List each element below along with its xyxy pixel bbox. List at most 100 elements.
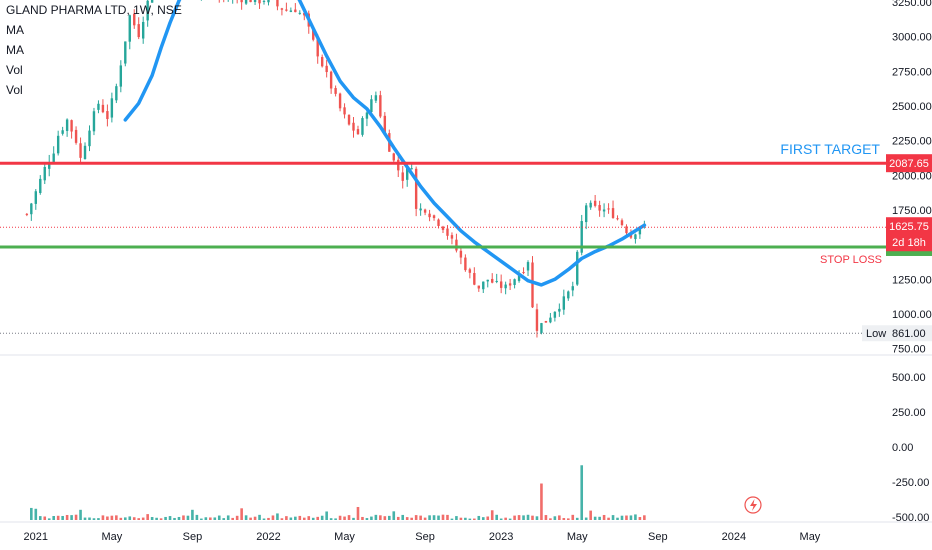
candle (334, 85, 337, 97)
candle-body (446, 228, 449, 236)
candle-body (486, 279, 489, 282)
volume-bar (137, 518, 141, 520)
volume-bar (629, 515, 633, 520)
candle (544, 320, 548, 323)
candle-body (499, 281, 503, 288)
volume-bar (298, 515, 302, 520)
candle (508, 278, 512, 291)
candle (262, 0, 266, 5)
candle-body (83, 145, 87, 160)
volume-bar (580, 465, 584, 520)
candle (549, 312, 552, 324)
volume-bar (432, 515, 436, 520)
volume-bar (423, 517, 427, 520)
candle-body (361, 118, 364, 135)
candle-body (258, 0, 261, 4)
candle-body (611, 208, 615, 218)
price-tick-label: 750.00 (892, 344, 926, 356)
candle-body (329, 71, 333, 89)
candle (370, 95, 373, 113)
volume-bar (155, 517, 158, 520)
volume-bar (383, 516, 387, 520)
candle (495, 273, 498, 284)
candle-body (141, 21, 145, 39)
price-tick-label: 3250.00 (892, 0, 932, 9)
candle (227, 0, 229, 2)
candle (343, 103, 346, 119)
volume-bar (195, 514, 199, 520)
candle-body (629, 234, 633, 238)
legend-ma-1[interactable]: MA (6, 23, 24, 37)
candle (25, 213, 29, 217)
candle-body (383, 115, 387, 134)
volume-bar (544, 515, 548, 520)
legend-ma-2[interactable]: MA (6, 43, 24, 57)
candle (218, 0, 220, 3)
volume-bar (589, 510, 592, 520)
volume-bar (566, 518, 570, 520)
price-tick-label: 1750.00 (892, 205, 932, 217)
candle-body (352, 122, 355, 131)
candle (352, 117, 355, 138)
volume-bar (410, 517, 413, 520)
volume-tick-label: 500.00 (892, 372, 926, 384)
volume-bar (209, 517, 212, 520)
candle-body (74, 129, 78, 143)
candle (137, 17, 140, 40)
candle (459, 247, 463, 265)
candle-body (549, 317, 552, 323)
candle (593, 194, 597, 208)
candle (401, 166, 404, 189)
volume-bar (517, 515, 521, 520)
candle-body (115, 86, 118, 101)
volume-bar (643, 515, 646, 520)
volume-bar (186, 515, 190, 520)
candle-body (379, 95, 382, 117)
candle (491, 273, 494, 284)
candle-body (262, 0, 266, 2)
volume-bar (562, 518, 566, 520)
volume-bar (92, 518, 96, 520)
volume-bar (244, 515, 248, 520)
candle-body (356, 129, 360, 135)
legend-vol-1[interactable]: Vol (6, 63, 23, 77)
candle (128, 14, 131, 50)
volume-bar (79, 509, 82, 520)
last-price-tag (886, 217, 932, 252)
candle (513, 278, 516, 289)
candle (56, 130, 60, 156)
candle (249, 0, 252, 3)
low-tag-label: Low (866, 328, 886, 340)
volume-bar (428, 515, 431, 520)
volume-bar (347, 515, 351, 520)
stop-loss-label: STOP LOSS (820, 254, 882, 266)
legend-vol-2[interactable]: Vol (6, 83, 23, 97)
candle-body (491, 278, 494, 283)
volume-bar (513, 515, 516, 520)
candle (634, 233, 637, 244)
price-tick-label: 1250.00 (892, 274, 932, 286)
volume-bar (168, 516, 172, 520)
candle (267, 0, 270, 6)
candle (52, 146, 55, 164)
candle-body (450, 235, 454, 239)
volume-bar (401, 514, 405, 520)
candle-body (61, 130, 64, 134)
time-tick-label: May (334, 531, 355, 543)
candle-body (106, 111, 109, 120)
candle-body (553, 311, 557, 318)
first-target-label: FIRST TARGET (780, 141, 880, 157)
volume-bar (43, 516, 47, 520)
candle (414, 166, 418, 217)
volume-bar (200, 518, 203, 520)
volume-bar (276, 513, 279, 520)
candle-body (397, 159, 400, 171)
candle (602, 203, 606, 218)
candle-body (52, 153, 55, 163)
volume-bar (83, 517, 87, 520)
volume-bar (598, 516, 601, 520)
volume-bar (414, 515, 418, 520)
candle-body (540, 323, 543, 333)
volume-bar (611, 515, 615, 520)
